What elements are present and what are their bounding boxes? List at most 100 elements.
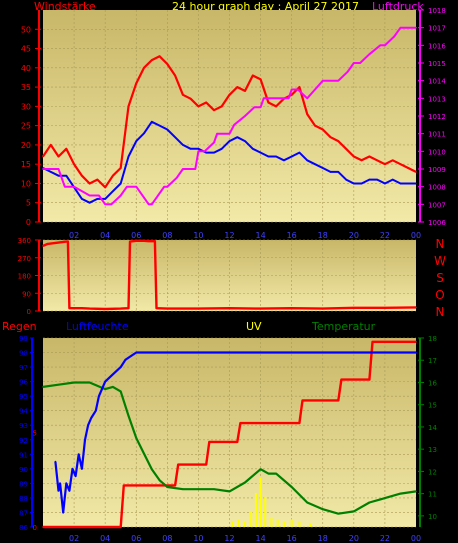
temperature-line-point <box>119 390 122 393</box>
humidity-line-point <box>98 395 100 398</box>
humidity-line-point <box>135 351 138 354</box>
pressure-line-point <box>353 62 355 64</box>
wind-gust-line-point <box>135 82 138 84</box>
x-tick-label: 12 <box>224 231 234 240</box>
humidity-line-point <box>54 460 57 463</box>
direction-line-point <box>68 307 71 310</box>
temperature-line-point <box>267 472 270 475</box>
pressure-tick-label: 1015 <box>428 60 446 68</box>
wind-speed-line-point <box>283 159 285 162</box>
x-tick-label: 16 <box>287 231 297 240</box>
pressure-line-point <box>182 168 184 170</box>
humidity-tick-label: 94 <box>19 408 28 416</box>
pressure-line-point <box>42 168 44 170</box>
rain-line-point <box>42 526 44 528</box>
uv-bar <box>254 492 257 527</box>
pressure-line-point <box>346 71 349 73</box>
wind-gust-line-point <box>158 55 161 58</box>
direction-line-point <box>415 306 417 309</box>
pressure-line-point <box>88 194 91 197</box>
wind-speed-line-point <box>166 128 169 131</box>
humidity-line-point <box>74 475 77 477</box>
wind-speed-line-point <box>244 140 246 142</box>
rain-line-point <box>371 341 374 343</box>
pressure-line-point <box>329 79 332 82</box>
wind-speed-line-point <box>213 151 215 154</box>
wind-speed-line-point <box>384 182 386 185</box>
pressure-line-point <box>314 88 316 91</box>
pressure-line-point <box>216 132 218 135</box>
pressure-tick-label: 1013 <box>428 95 446 103</box>
uv-bar <box>250 511 253 527</box>
pressure-line-point <box>322 79 324 82</box>
pressure-line-point <box>151 203 153 206</box>
humidity-line-point <box>71 468 74 470</box>
pressure-line-point <box>147 203 150 206</box>
temperature-line-point <box>182 488 184 491</box>
temperature-tick-label: 18 <box>428 335 437 343</box>
wind-gust-line-point <box>275 105 277 108</box>
uv-bar <box>231 521 234 527</box>
wind-speed-line-point <box>127 155 130 158</box>
wind-gust-line-point <box>337 140 340 142</box>
x-tick-label: 22 <box>380 534 390 543</box>
humidity-tick-label: 87 <box>19 509 28 517</box>
wind-speed-label: Windstärke <box>34 0 96 13</box>
pressure-line-point <box>337 79 340 82</box>
humidity-tick-label: 86 <box>19 524 28 532</box>
uv-bar <box>244 521 247 527</box>
pressure-tick-label: 1016 <box>428 42 446 50</box>
humidity-line-point <box>68 489 71 492</box>
wind-tick-label: 25 <box>21 122 31 131</box>
wind-gust-line-point <box>213 109 215 111</box>
pressure-line-point <box>287 97 290 100</box>
temperature-line-point <box>275 472 277 475</box>
x-tick-label: 20 <box>349 231 359 240</box>
pressure-tick-label: 1010 <box>428 148 446 156</box>
direction-line-point <box>67 240 69 243</box>
wind-gust-line-point <box>376 159 378 162</box>
pressure-line-point <box>359 62 361 64</box>
pressure-line-point <box>197 150 200 153</box>
wind-speed-line-point <box>104 198 106 200</box>
rain-line-point <box>177 463 179 466</box>
wind-speed-line-point <box>228 140 231 142</box>
temperature-label: Temperatur <box>312 320 376 333</box>
wind-gust-line-point <box>42 155 44 158</box>
direction-line-point <box>259 307 262 310</box>
wind-speed-line-point <box>151 121 153 123</box>
wind-gust-line-point <box>329 136 332 138</box>
wind-speed-line-point <box>391 178 394 181</box>
graph-title: 24 hour graph day : April 27 2017 <box>172 0 359 13</box>
wind-tick-label: 50 <box>21 25 31 34</box>
wind-speed-line-point <box>236 136 239 138</box>
wind-speed-line-point <box>112 190 114 192</box>
wind-speed-line-point <box>220 148 223 150</box>
temperature-line-point <box>73 381 75 384</box>
direction-line-point <box>290 307 293 310</box>
humidity-line-point <box>57 489 60 492</box>
temperature-line-point <box>42 386 44 388</box>
humidity-line-point <box>81 468 83 470</box>
compass-letter: N <box>436 305 445 319</box>
rain-line-point <box>123 484 125 487</box>
wind-gust-line-point <box>345 148 347 150</box>
wind-gust-line-point <box>228 94 231 96</box>
humidity-line-point <box>112 373 114 376</box>
uv-bar <box>237 519 240 527</box>
pressure-line-point <box>415 26 417 29</box>
wind-gust-line-point <box>205 101 207 104</box>
rain-tick-label: 0 <box>33 524 37 532</box>
x-tick-label: 22 <box>380 231 390 240</box>
humidity-line-point <box>104 380 106 383</box>
plot-area-2 <box>43 240 416 311</box>
pressure-tick-label: 1018 <box>428 7 446 15</box>
wind-gust-line-point <box>88 182 91 185</box>
temperature-line-point <box>290 486 293 488</box>
humidity-tick-label: 97 <box>19 364 28 372</box>
direction-line-point <box>65 240 68 243</box>
direction-line-point <box>147 240 150 242</box>
direction-line-point <box>127 307 130 310</box>
